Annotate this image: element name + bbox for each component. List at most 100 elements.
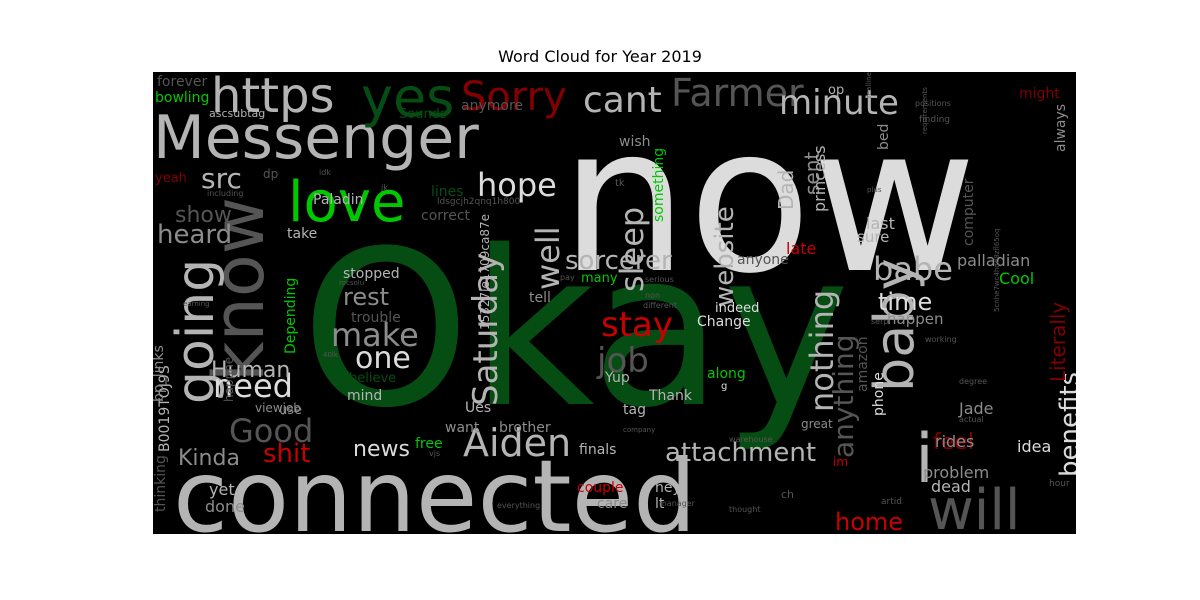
word-3: Messenger [153, 103, 479, 173]
word-13: i [915, 420, 934, 499]
word-120: serious [645, 275, 674, 284]
word-117: jk [380, 183, 388, 192]
word-4: know [198, 197, 280, 382]
word-128: manager [659, 499, 696, 508]
word-109: great [801, 417, 833, 431]
word-71: Paladin [313, 192, 364, 208]
word-79: op [828, 83, 844, 98]
word-95: brother [499, 420, 551, 436]
word-100: Thank [648, 388, 693, 404]
word-46: Dad [774, 170, 798, 210]
word-124: rocsolu [339, 279, 364, 287]
word-62: always [1053, 104, 1069, 152]
word-87: yet [209, 480, 235, 499]
word-16: src [201, 162, 242, 195]
word-141: requirements [921, 87, 929, 134]
word-99: Yup [604, 370, 630, 386]
word-107: amazon [855, 336, 871, 392]
word-138: working [925, 335, 957, 344]
word-84: believe [349, 371, 396, 386]
word-49: late [786, 239, 816, 258]
word-108: phone [871, 372, 887, 416]
word-102: Change [697, 314, 751, 330]
word-42: anything [827, 335, 860, 459]
word-40: news [353, 437, 410, 462]
word-139: positions [915, 99, 951, 108]
word-92: hey [655, 480, 681, 496]
word-93: lt [655, 496, 665, 512]
word-130: company [623, 426, 655, 434]
word-26: Literally [1046, 302, 1070, 382]
word-91: care [597, 496, 627, 512]
word-48: princess [810, 145, 829, 212]
word-60: idea [1017, 437, 1051, 456]
word-116: idk [319, 168, 331, 177]
word-1: now [560, 82, 977, 318]
word-12: minute [779, 83, 899, 123]
word-cloud: Okay now connected Messenger know https yes lov… [153, 72, 1076, 534]
word-143: realline [865, 72, 873, 98]
word-75: stopped [343, 266, 400, 282]
word-8: going [166, 259, 226, 404]
word-11: cant [583, 80, 662, 121]
word-61: Jade [958, 399, 994, 418]
word-129: thought [729, 505, 760, 514]
word-86: thinking [153, 455, 169, 512]
word-105: tell [529, 290, 551, 306]
word-137: serp [871, 317, 888, 326]
word-83: Depending [283, 278, 299, 354]
word-19: website [710, 206, 740, 307]
word-96: want [445, 420, 480, 436]
word-89: free [415, 436, 443, 452]
word-47: sent [800, 152, 824, 195]
word-15: will [928, 478, 1020, 534]
word-73: correct [421, 208, 471, 224]
word-59: dead [931, 477, 971, 496]
word-44: feel [933, 430, 974, 455]
word-32: need [213, 367, 293, 405]
word-64: forever [157, 74, 207, 90]
word-136: degree [959, 377, 987, 386]
word-56: happen [887, 310, 943, 328]
word-27: nothing [803, 290, 841, 412]
word-72: lines [431, 184, 464, 200]
word-18: sleep [613, 207, 651, 292]
word-113: 15327le1709ca87e [478, 214, 492, 330]
word-123: pay [560, 273, 575, 282]
word-38: shit [263, 439, 310, 469]
word-97: Ues [465, 400, 491, 416]
word-35: show [175, 203, 232, 228]
word-20: Aiden [463, 421, 571, 465]
word-145: 5cnhe7wc4hgd8zfl65oq [993, 229, 1001, 312]
word-135: actual [959, 415, 984, 424]
word-110: im [833, 455, 848, 469]
word-74: take [287, 226, 317, 242]
word-132: ch [781, 488, 794, 501]
word-114: ldsgcjh2qnq1h800 [437, 197, 521, 207]
word-29: job [596, 341, 649, 381]
word-50: last [866, 214, 895, 233]
word-36: rest [343, 283, 389, 311]
word-82: happne [222, 357, 236, 402]
word-67: Sounds [399, 107, 447, 122]
word-52: bed [876, 124, 892, 150]
word-58: problem [923, 463, 989, 482]
word-7: love [288, 170, 405, 235]
word-30: make [331, 316, 419, 354]
word-101: along [707, 366, 746, 382]
word-70: dp [263, 167, 278, 181]
word-57: rides [935, 432, 974, 451]
word-76: trouble [351, 310, 401, 326]
word-115: tk [615, 178, 625, 189]
word-69: yeah [155, 171, 187, 186]
word-81: bp_links [153, 345, 167, 402]
word-125: earning [183, 300, 210, 308]
word-68: anymore [461, 98, 523, 114]
word-55: Cool [999, 269, 1034, 288]
word-63: might [1019, 86, 1060, 102]
word-51: sure [857, 228, 889, 246]
word-0: Okay [301, 204, 850, 455]
word-33: Good [229, 412, 313, 450]
